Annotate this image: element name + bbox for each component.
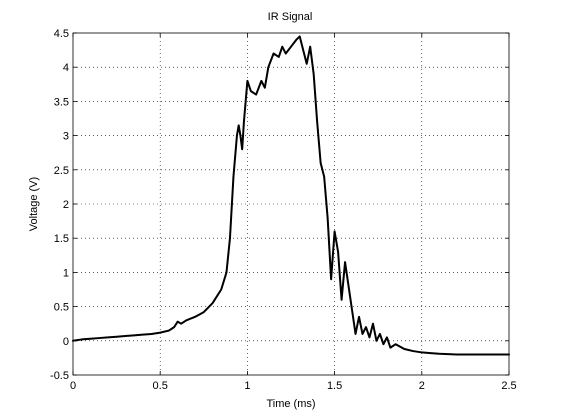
y-tick-label: 1 (63, 267, 69, 279)
y-tick-label: 2 (63, 199, 69, 211)
tick-layer (72, 32, 510, 376)
y-tick-label: 0.5 (54, 302, 69, 314)
y-tick-label: -0.5 (50, 370, 69, 382)
y-tick-label: 4.5 (54, 28, 69, 40)
series-line (72, 35, 510, 356)
x-tick-label: 2 (419, 380, 425, 392)
y-tick-label: 1.5 (54, 233, 69, 245)
grid-layer (73, 33, 509, 375)
y-axis-label: Voltage (V) (28, 177, 40, 231)
x-axis-label: Time (ms) (266, 398, 315, 410)
y-tick-label: 2.5 (54, 165, 69, 177)
series-layer (72, 35, 510, 356)
y-tick-label: 3.5 (54, 96, 69, 108)
x-tick-label: 0 (70, 380, 76, 392)
x-tick-label: 1.5 (327, 380, 342, 392)
chart-title: IR Signal (268, 11, 313, 23)
x-tick-label: 2.5 (501, 380, 516, 392)
y-tick-label: 0 (63, 336, 69, 348)
x-tick-label: 1 (244, 380, 250, 392)
y-tick-label: 4 (63, 62, 69, 74)
tick-label-layer: 0 0.5 1 1.5 2 2.5-0.500.511.522.533.544.5 (50, 28, 517, 392)
x-tick-label: 0.5 (153, 380, 168, 392)
y-tick-label: 3 (63, 131, 69, 143)
plot-frame (72, 32, 510, 376)
